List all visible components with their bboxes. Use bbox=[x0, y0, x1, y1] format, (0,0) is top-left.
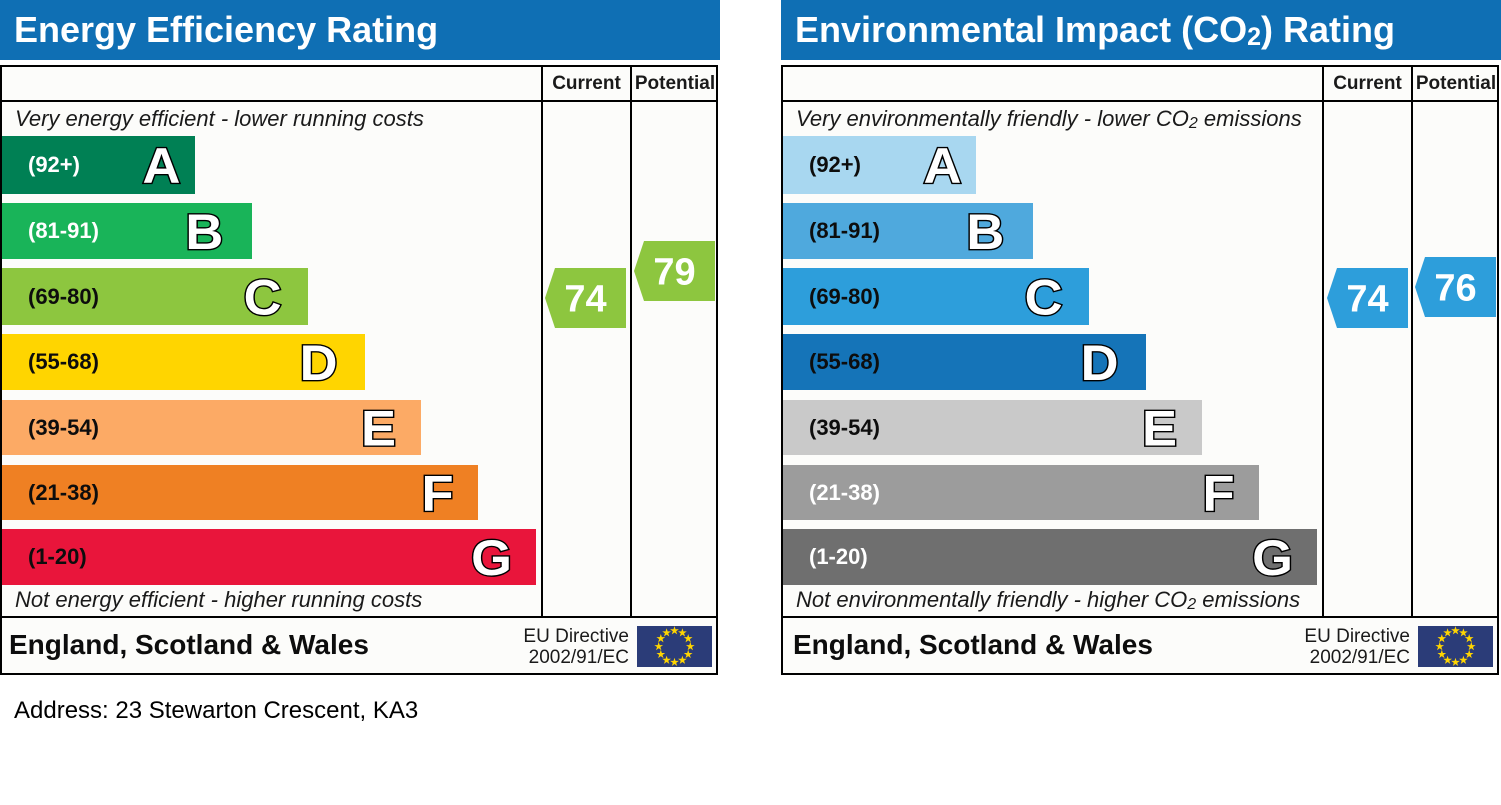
svg-text:D: D bbox=[1081, 335, 1119, 390]
svg-text:D: D bbox=[300, 335, 338, 390]
svg-text:E: E bbox=[1142, 401, 1177, 455]
svg-text:C: C bbox=[244, 270, 282, 325]
svg-text:76: 76 bbox=[1434, 268, 1476, 310]
svg-text:G: G bbox=[471, 530, 512, 585]
svg-text:A: A bbox=[923, 138, 961, 194]
svg-text:G: G bbox=[1252, 530, 1293, 585]
svg-text:79: 79 bbox=[653, 252, 695, 294]
svg-text:C: C bbox=[1025, 270, 1063, 325]
svg-text:E: E bbox=[361, 401, 396, 455]
svg-text:A: A bbox=[142, 138, 180, 194]
svg-text:74: 74 bbox=[564, 279, 606, 321]
svg-text:F: F bbox=[421, 466, 453, 520]
svg-text:F: F bbox=[1202, 466, 1234, 520]
svg-text:B: B bbox=[966, 204, 1004, 259]
svg-text:B: B bbox=[185, 204, 223, 259]
svg-text:74: 74 bbox=[1346, 279, 1388, 321]
